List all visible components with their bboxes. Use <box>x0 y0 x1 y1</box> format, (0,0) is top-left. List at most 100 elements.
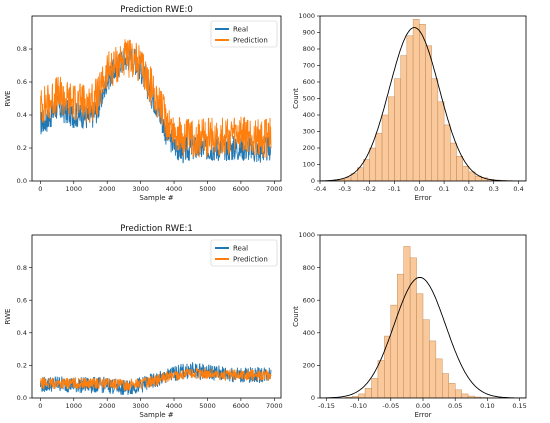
histogram-bar <box>429 340 437 398</box>
x-tick-label: 4000 <box>166 185 183 193</box>
histogram-bar <box>377 360 385 398</box>
x-tick-label: 0.1 <box>439 185 449 193</box>
x-tick-label: -0.4 <box>314 185 327 193</box>
chart-0: Real Prediction 0 1000 2000 3000 4000 5000 6000 7… <box>4 5 283 202</box>
y-tick-label: 0.6 <box>17 78 27 86</box>
x-tick-label: 0.10 <box>480 402 494 410</box>
y-tick-label: 100 <box>303 161 315 169</box>
y-tick-label: 0.4 <box>17 329 27 337</box>
x-tick-label: 3000 <box>132 402 149 410</box>
histogram-bar <box>468 171 476 181</box>
plot-area <box>320 19 526 181</box>
y-tick-label: 600 <box>303 296 315 304</box>
x-tick-label: -0.1 <box>388 185 401 193</box>
y-tick-label: 900 <box>303 29 315 37</box>
histogram-bar <box>403 246 411 398</box>
x-tick-label: 0.2 <box>464 185 474 193</box>
histogram-bar <box>454 389 462 398</box>
y-tick-label: 0.4 <box>17 111 27 119</box>
x-tick-label: 1000 <box>66 402 83 410</box>
y-tick-label: 200 <box>303 362 315 370</box>
x-tick-label: 1000 <box>66 185 83 193</box>
x-axis-label: Sample # <box>139 194 173 202</box>
x-tick-label: 0.15 <box>512 402 526 410</box>
x-tick-label: 0.4 <box>513 185 523 193</box>
x-tick-label: 2000 <box>99 185 116 193</box>
y-tick-label: 0.2 <box>17 362 27 370</box>
x-tick-label: 5000 <box>199 402 216 410</box>
histogram-bar <box>435 358 443 398</box>
chart-1: -0.4 -0.3 -0.2 -0.1 0.0 0.1 0.2 0.3 0.4 0 100 200 30… <box>292 12 527 202</box>
chart-title: Prediction RWE:1 <box>120 224 193 234</box>
x-tick-label: 0 <box>38 185 42 193</box>
y-tick-label: 600 <box>303 78 315 86</box>
histogram-bar <box>425 45 432 181</box>
axes-frame <box>31 234 282 399</box>
x-axis-label: Sample # <box>139 411 173 419</box>
x-tick-label: 0.00 <box>416 402 430 410</box>
plot-area <box>320 246 526 398</box>
y-tick-label: 400 <box>303 329 315 337</box>
histogram-bar <box>397 273 404 398</box>
y-tick-label: 800 <box>303 45 315 53</box>
y-tick-label: 0.0 <box>17 177 27 185</box>
histogram-bar <box>406 35 414 181</box>
histogram-bar <box>431 78 439 181</box>
x-tick-label: 4000 <box>166 402 183 410</box>
chart-title: Prediction RWE:0 <box>120 5 193 15</box>
x-tick-label: 5000 <box>199 185 216 193</box>
y-tick-label: 0.8 <box>17 264 27 272</box>
plot-area <box>39 39 272 164</box>
histogram-bar <box>381 114 389 181</box>
axes-frame <box>31 15 282 182</box>
series-line-prediction <box>39 39 272 158</box>
histogram-bar <box>462 165 470 181</box>
legend: Real Prediction <box>210 20 278 48</box>
histogram-bar <box>375 132 383 181</box>
y-tick-label: 0 <box>311 394 315 402</box>
histogram-bar <box>371 378 379 398</box>
x-tick-label: 7000 <box>266 185 283 193</box>
histogram-bar <box>442 373 449 398</box>
histogram-bar <box>412 19 420 181</box>
legend-label-prediction: Prediction <box>233 37 268 45</box>
y-axis-label: Count <box>292 88 300 109</box>
y-tick-label: 400 <box>303 111 315 119</box>
x-tick-label: 0.0 <box>414 185 424 193</box>
y-tick-label: 1000 <box>298 12 315 20</box>
histogram-bar <box>400 55 408 181</box>
x-tick-label: 6000 <box>233 185 250 193</box>
x-tick-label: -0.15 <box>318 402 335 410</box>
histogram-bar <box>384 335 392 398</box>
y-axis-label: Count <box>292 306 300 327</box>
chart-2: Real Prediction 0 1000 2000 3000 4000 5000 6000 7… <box>4 224 283 419</box>
x-tick-label: -0.2 <box>363 185 376 193</box>
histogram-bar <box>422 319 430 398</box>
histogram-bar <box>419 24 426 181</box>
y-tick-label: 0.8 <box>17 45 27 53</box>
x-tick-label: -0.10 <box>350 402 367 410</box>
histogram-bar <box>363 159 370 181</box>
y-tick-label: 0 <box>311 177 315 185</box>
chart-3: -0.15 -0.10 -0.05 0.00 0.05 0.10 0.15 0 200 400 60… <box>292 231 527 419</box>
legend-label-real: Real <box>233 245 248 253</box>
histogram-bar <box>437 101 445 181</box>
y-tick-label: 0.0 <box>17 394 27 402</box>
y-tick-label: 0.2 <box>17 144 27 152</box>
histogram-bar <box>448 383 456 398</box>
x-tick-label: 0 <box>38 402 42 410</box>
y-tick-label: 500 <box>303 95 315 103</box>
y-tick-label: 300 <box>303 128 315 136</box>
histogram-bar <box>364 388 372 398</box>
histogram-bar <box>416 293 424 398</box>
x-tick-label: 0.05 <box>448 402 462 410</box>
y-tick-label: 1000 <box>298 231 315 239</box>
normal-fit-curve <box>320 276 526 398</box>
x-tick-label: -0.3 <box>338 185 351 193</box>
x-axis-label: Error <box>414 194 431 202</box>
legend-label-real: Real <box>233 26 248 34</box>
legend-label-prediction: Prediction <box>233 256 268 264</box>
y-tick-label: 700 <box>303 62 315 70</box>
histogram-bar <box>456 156 463 181</box>
x-tick-label: 0.3 <box>489 185 499 193</box>
